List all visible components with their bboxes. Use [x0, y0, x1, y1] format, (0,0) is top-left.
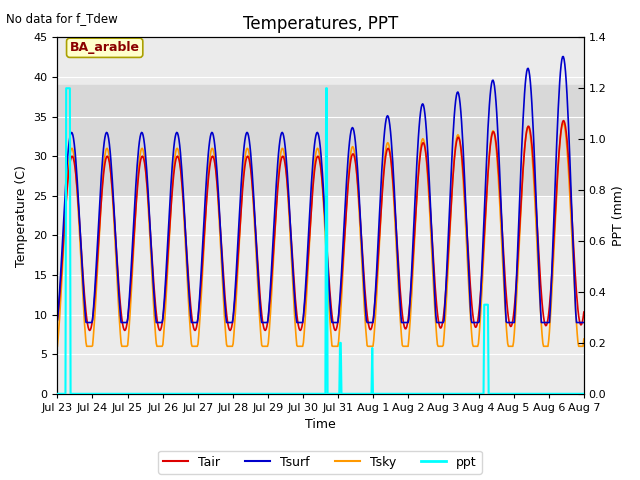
Tair	[54, 317, 61, 323]
Tair	[63, 189, 71, 194]
Tsurf	[118, 320, 125, 325]
Tsky	[559, 120, 567, 126]
Tsurf	[83, 320, 90, 325]
Tair	[385, 147, 393, 153]
Tsurf	[580, 320, 588, 325]
Tsurf	[172, 133, 179, 139]
Tair	[401, 324, 408, 330]
Tsky	[385, 143, 393, 149]
Tsky	[199, 259, 207, 265]
Y-axis label: Temperature (C): Temperature (C)	[15, 165, 28, 266]
Tsky	[580, 336, 588, 342]
Tsurf	[385, 117, 393, 123]
Tsky	[83, 343, 90, 349]
Tair	[199, 251, 207, 256]
Line: Tsurf: Tsurf	[58, 57, 584, 323]
Tsky	[172, 151, 179, 157]
Tsurf	[63, 163, 71, 169]
X-axis label: Time: Time	[305, 419, 336, 432]
Line: Tair: Tair	[58, 120, 584, 330]
Tsky	[63, 185, 71, 191]
Tair	[559, 118, 567, 123]
Text: No data for f_Tdew: No data for f_Tdew	[6, 12, 118, 25]
Title: Temperatures, PPT: Temperatures, PPT	[243, 15, 398, 33]
Tsky	[54, 343, 61, 349]
Tsky	[401, 343, 408, 349]
Bar	[58, 85, 584, 196]
Tair	[172, 160, 179, 166]
Tair	[121, 327, 129, 333]
Tsurf	[401, 320, 408, 325]
Y-axis label: PPT (mm): PPT (mm)	[612, 185, 625, 246]
Line: Tsky: Tsky	[58, 123, 584, 346]
Tsky	[118, 343, 125, 349]
Tsurf	[199, 234, 207, 240]
Legend: Tair, Tsurf, Tsky, ppt: Tair, Tsurf, Tsky, ppt	[158, 451, 482, 474]
Tair	[580, 309, 588, 315]
Tair	[117, 309, 125, 315]
Text: BA_arable: BA_arable	[70, 41, 140, 54]
Tsurf	[559, 54, 567, 60]
Tsurf	[54, 317, 61, 323]
